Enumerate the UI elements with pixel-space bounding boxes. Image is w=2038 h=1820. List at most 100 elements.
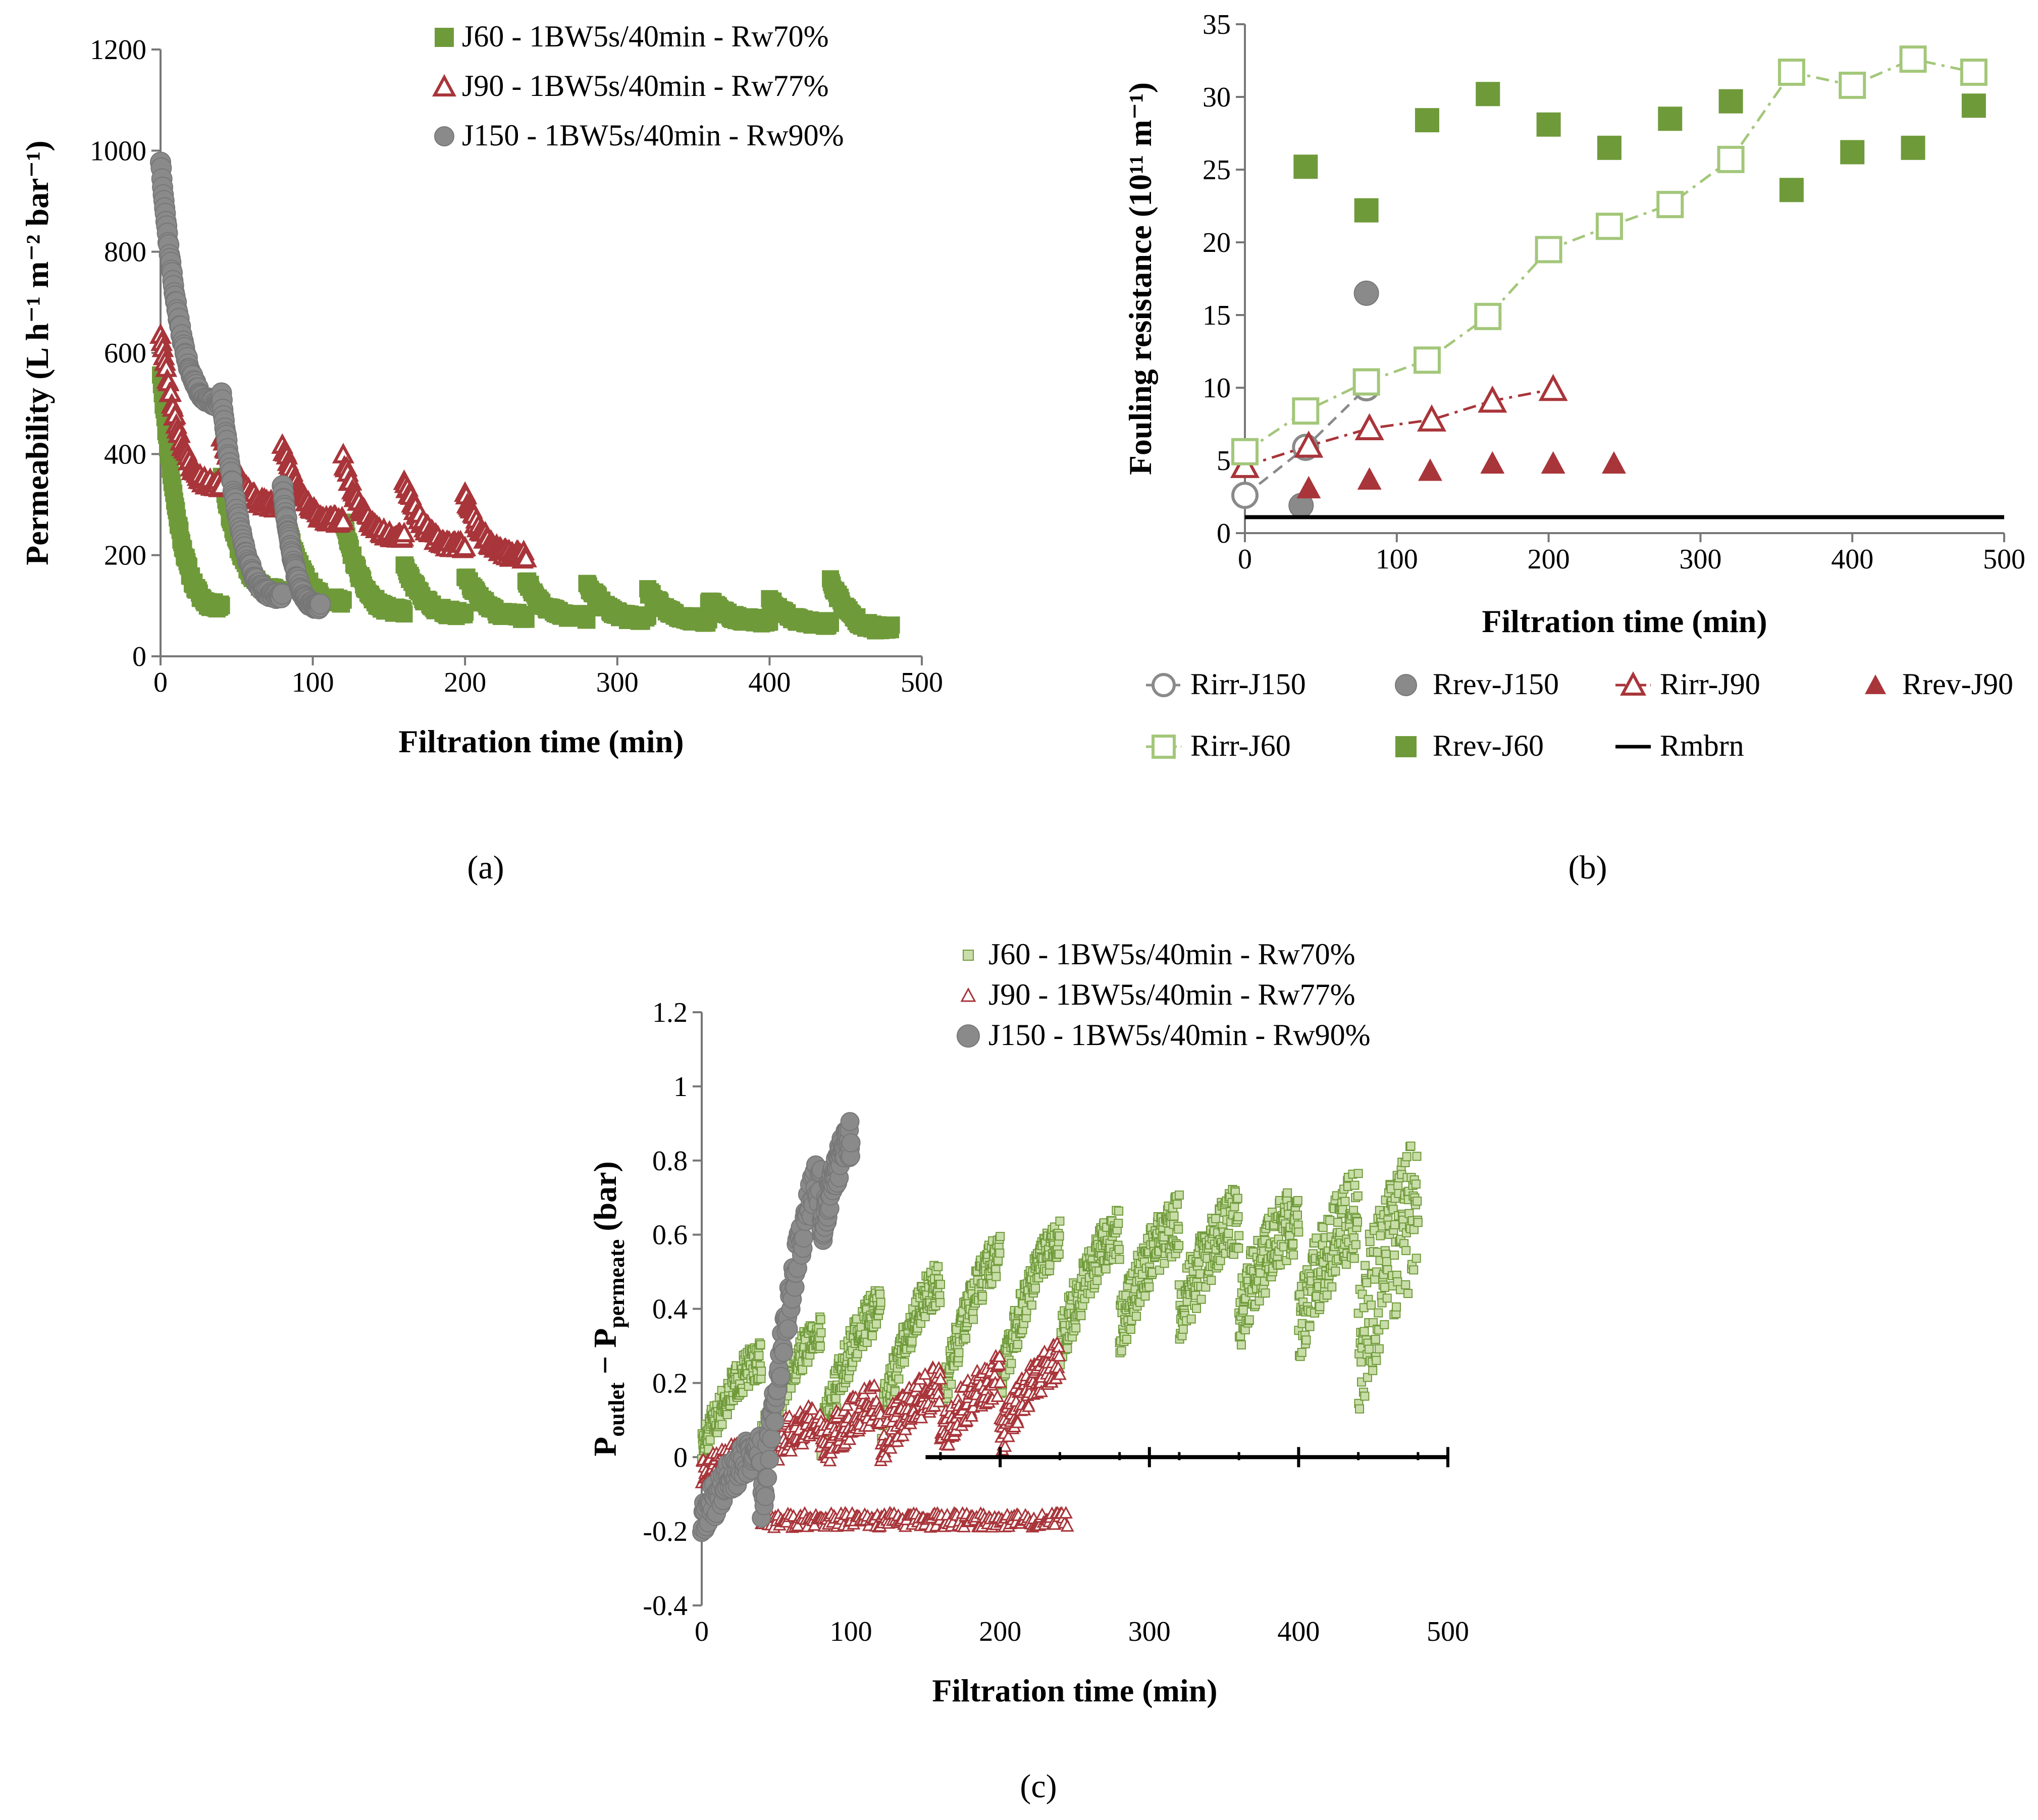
- data-point: [1839, 71, 1866, 99]
- data-point: [786, 1383, 796, 1393]
- y-axis-title-part: outlet: [604, 1382, 629, 1437]
- data-point: [1374, 1308, 1383, 1318]
- y-tick-label: 0: [132, 641, 146, 672]
- data-point: [1380, 1282, 1390, 1292]
- data-point: [1356, 1357, 1366, 1367]
- data-point: [954, 1348, 964, 1358]
- data-point: [1360, 1391, 1370, 1401]
- data-point: [1365, 1344, 1374, 1354]
- data-point: [1403, 1289, 1413, 1298]
- panel-label-a: (a): [467, 849, 504, 886]
- data-point: [1718, 89, 1743, 114]
- data-point: [1355, 1404, 1365, 1414]
- data-point: [1393, 1277, 1402, 1287]
- data-point: [961, 1333, 970, 1343]
- y-tick-label: 200: [104, 540, 146, 571]
- data-point: [1117, 1346, 1126, 1356]
- data-point: [1353, 280, 1379, 306]
- data-point: [1293, 154, 1318, 179]
- series-J90-lower-band: [754, 1505, 1074, 1533]
- legend-item: J90 - 1BW5s/40min - Rw77%: [960, 978, 1355, 1011]
- data-point: [1301, 1335, 1311, 1345]
- data-point: [1294, 1227, 1303, 1237]
- legend-marker: [1395, 736, 1417, 757]
- panel-label-c: (c): [1020, 1768, 1057, 1805]
- data-point: [765, 1412, 785, 1432]
- data-point: [1354, 198, 1379, 223]
- legend-label: J150 - 1BW5s/40min - Rw90%: [462, 119, 844, 152]
- x-tick-label: 100: [830, 1616, 872, 1647]
- data-point: [798, 1365, 807, 1374]
- y-axis-title-part: P: [587, 1437, 623, 1457]
- data-point: [1132, 1312, 1141, 1321]
- data-point: [1092, 1276, 1102, 1285]
- data-point: [882, 616, 900, 634]
- data-point: [868, 1331, 877, 1340]
- data-point: [1353, 1217, 1363, 1227]
- y-tick-label: 10: [1203, 373, 1231, 404]
- data-point: [1365, 1237, 1375, 1246]
- y-tick-label: 400: [104, 439, 146, 470]
- data-point: [1393, 1181, 1403, 1190]
- data-point: [756, 1487, 775, 1506]
- data-point: [1382, 1257, 1391, 1266]
- data-point: [1412, 1254, 1421, 1263]
- y-tick-label: 0.4: [652, 1294, 688, 1325]
- data-point: [1779, 178, 1804, 202]
- y-axis-title: Permeability (L h⁻¹ m⁻² bar⁻¹): [19, 140, 55, 565]
- data-point: [1305, 1322, 1315, 1331]
- data-point: [840, 1112, 860, 1131]
- data-point: [1234, 1243, 1243, 1253]
- data-point: [822, 614, 840, 632]
- data-point: [754, 1351, 764, 1361]
- y-tick-label: 0: [673, 1442, 688, 1473]
- legend-marker: [1395, 674, 1417, 696]
- data-point: [578, 611, 596, 629]
- data-point: [1415, 108, 1439, 133]
- data-point: [1382, 1293, 1392, 1303]
- legend-label: Rirr-J90: [1660, 667, 1760, 701]
- data-point: [1045, 1260, 1055, 1270]
- y-tick-label: 0.8: [652, 1146, 688, 1177]
- data-point: [771, 1367, 791, 1386]
- y-tick-label: 800: [104, 237, 146, 268]
- data-point: [1656, 191, 1684, 219]
- data-point: [1231, 482, 1259, 509]
- legend-marker: [963, 950, 974, 961]
- data-point: [1474, 302, 1502, 330]
- data-point: [1476, 82, 1500, 107]
- legend-label: Rirr-J150: [1190, 667, 1306, 701]
- data-point: [1255, 1296, 1264, 1306]
- data-point: [1297, 1347, 1307, 1357]
- data-point: [1325, 1216, 1335, 1225]
- data-point: [1211, 1214, 1221, 1223]
- legend-label: Rrev-J90: [1902, 667, 2013, 701]
- data-point: [1351, 1240, 1361, 1250]
- data-point: [1376, 1231, 1385, 1240]
- data-point: [1186, 1314, 1196, 1324]
- data-point: [1231, 438, 1259, 465]
- legend-item: J60 - 1BW5s/40min - Rw70%: [435, 20, 829, 53]
- data-point: [213, 597, 230, 614]
- x-tick-label: 200: [1528, 544, 1570, 575]
- data-point: [1412, 1152, 1422, 1161]
- data-point: [841, 1133, 861, 1153]
- data-point: [1401, 1246, 1411, 1256]
- data-point: [978, 1291, 987, 1301]
- x-tick-label: 500: [901, 667, 943, 698]
- x-tick-label: 0: [153, 667, 168, 698]
- data-point: [1169, 1211, 1179, 1221]
- data-point: [969, 1315, 978, 1324]
- data-point: [1236, 1340, 1246, 1349]
- y-tick-label: -0.2: [643, 1516, 688, 1547]
- legend-item: J150 - 1BW5s/40min - Rw90%: [434, 119, 844, 152]
- data-point: [871, 1319, 881, 1329]
- data-point: [760, 1450, 779, 1470]
- data-point: [1361, 1261, 1370, 1270]
- data-point: [816, 1328, 826, 1337]
- y-tick-label: 1.2: [652, 997, 688, 1028]
- data-point: [1288, 1239, 1298, 1249]
- data-point: [1340, 1197, 1350, 1206]
- y-tick-label: 35: [1203, 9, 1231, 40]
